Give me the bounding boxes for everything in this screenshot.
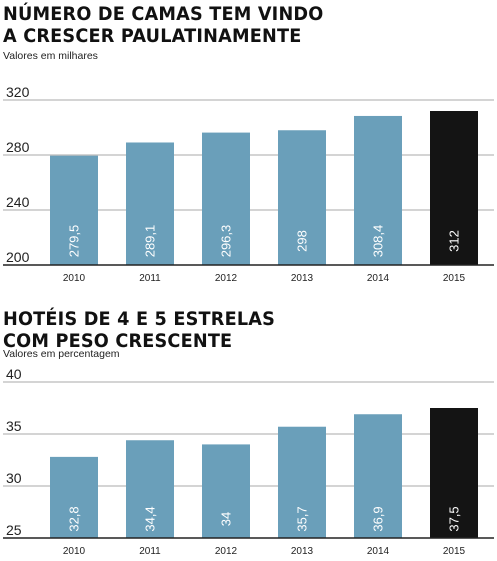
chart1-subtitle: Valores em milhares bbox=[3, 50, 98, 62]
chart2-value-label: 34 bbox=[219, 512, 234, 526]
chart2-bar bbox=[126, 440, 174, 538]
chart1-xtick-label: 2011 bbox=[139, 273, 161, 284]
chart1-bar bbox=[354, 115, 402, 265]
chart2-bar bbox=[278, 426, 326, 538]
chart1-bar bbox=[202, 132, 250, 265]
chart1-xtick-label: 2015 bbox=[443, 273, 466, 284]
chart1-xtick-label: 2014 bbox=[367, 273, 390, 284]
chart2-subtitle: Valores em percentagem bbox=[3, 348, 120, 360]
chart2-value-label: 37,5 bbox=[447, 506, 462, 531]
chart2-bar bbox=[354, 414, 402, 538]
chart2-bar bbox=[430, 408, 478, 538]
chart1-value-label: 298 bbox=[295, 230, 310, 252]
chart1-value-label: 308,4 bbox=[371, 225, 386, 258]
chart1-xtick-label: 2010 bbox=[63, 273, 86, 284]
chart1: 200 240 280 320 279,5 2010 289,1 2011 296,3 2012 2… bbox=[0, 80, 497, 290]
chart2-xtick-label: 2014 bbox=[367, 546, 390, 557]
chart1-ytick-label: 200 bbox=[6, 249, 30, 265]
chart1-value-label: 279,5 bbox=[67, 225, 82, 258]
chart2-xtick-label: 2012 bbox=[215, 546, 238, 557]
chart2-ytick-label: 35 bbox=[6, 418, 22, 434]
chart2-ytick-label: 40 bbox=[6, 366, 22, 382]
chart2-ytick-label: 25 bbox=[6, 522, 22, 538]
chart1-plot: 200 240 280 320 279,5 2010 289,1 2011 296,3 2012 2… bbox=[3, 84, 494, 284]
chart1-ytick-label: 320 bbox=[6, 84, 30, 100]
chart2-title-line1: HOTÉIS DE 4 E 5 ESTRELAS bbox=[3, 308, 276, 330]
chart1-bar bbox=[430, 111, 478, 265]
chart1-ytick-label: 280 bbox=[6, 139, 30, 155]
chart1-value-label: 296,3 bbox=[219, 225, 234, 258]
chart2: 25 30 35 40 32,8 2010 34,4 2011 34 2012 35,7 2013 36… bbox=[0, 366, 497, 561]
chart1-bar bbox=[126, 142, 174, 265]
chart1-value-label: 289,1 bbox=[143, 225, 158, 258]
chart1-value-label: 312 bbox=[447, 230, 462, 252]
chart2-value-label: 35,7 bbox=[295, 506, 310, 531]
chart2-title: HOTÉIS DE 4 E 5 ESTRELAS COM PESO CRESCE… bbox=[3, 308, 275, 352]
chart2-value-label: 36,9 bbox=[371, 506, 386, 531]
chart2-xtick-label: 2013 bbox=[291, 546, 314, 557]
chart1-title-line1: NÚMERO DE CAMAS TEM VINDO bbox=[3, 3, 324, 25]
chart1-bar bbox=[278, 130, 326, 265]
chart1-xtick-label: 2012 bbox=[215, 273, 238, 284]
chart1-title-line2: A CRESCER PAULATINAMENTE bbox=[3, 25, 302, 47]
chart2-xtick-label: 2011 bbox=[139, 546, 161, 557]
chart2-value-label: 32,8 bbox=[67, 506, 82, 531]
chart2-plot: 25 30 35 40 32,8 2010 34,4 2011 34 2012 35,7 2013 36… bbox=[3, 366, 494, 557]
chart2-bar bbox=[202, 444, 250, 538]
chart2-ytick-label: 30 bbox=[6, 470, 22, 486]
chart2-title-line2: COM PESO CRESCENTE bbox=[3, 330, 233, 352]
chart1-title: NÚMERO DE CAMAS TEM VINDO A CRESCER PAUL… bbox=[3, 3, 323, 47]
chart1-ytick-label: 240 bbox=[6, 194, 30, 210]
chart2-value-label: 34,4 bbox=[143, 506, 158, 531]
chart2-bar bbox=[50, 456, 98, 538]
chart2-xtick-label: 2010 bbox=[63, 546, 86, 557]
chart1-bar bbox=[50, 155, 98, 265]
chart1-xtick-label: 2013 bbox=[291, 273, 314, 284]
chart2-xtick-label: 2015 bbox=[443, 546, 466, 557]
